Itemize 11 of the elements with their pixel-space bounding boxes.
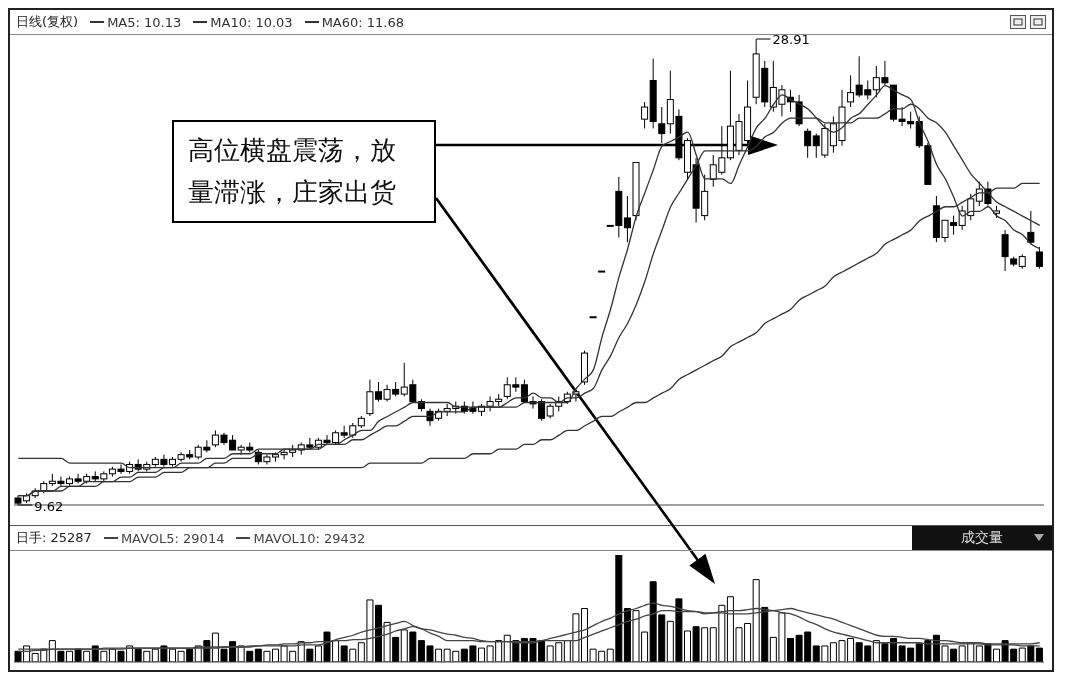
text: 成交量: [961, 529, 1003, 547]
chart-title: 日手: 25287: [16, 529, 92, 547]
annotation: 9.62: [34, 499, 64, 514]
annotation: 高位横盘震荡，放量滞涨，庄家出货: [172, 120, 436, 224]
legend-label: MA60: 11.68: [321, 14, 405, 30]
legend-label: MAVOL5: 29014: [120, 530, 225, 546]
legend-label: MA5: 10.13: [107, 14, 182, 30]
legend-label: MAVOL10: 29432: [253, 530, 366, 546]
annotation: 28.91: [772, 32, 810, 47]
legend-label: MA10: 10.03: [210, 14, 293, 30]
chart-title: 日线(复权): [16, 13, 79, 31]
